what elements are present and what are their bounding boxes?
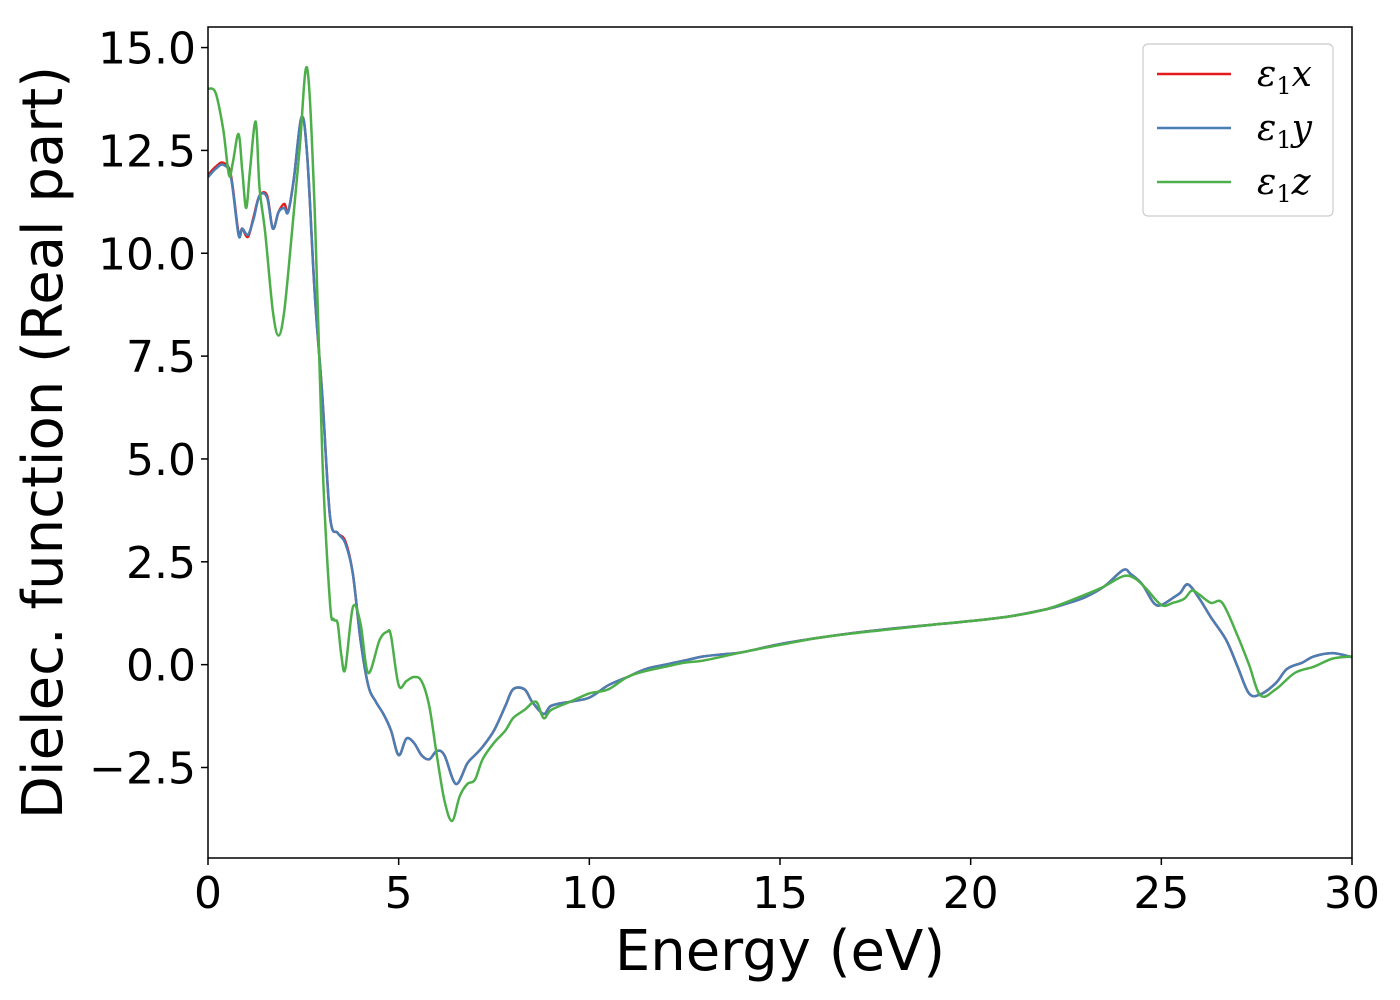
x-tick-label: 5 [385, 868, 413, 919]
legend-label-symbol: ε [1257, 162, 1276, 203]
y-tick-label: 12.5 [98, 126, 196, 177]
y-axis: −2.5 0.0 2.5 5.0 7.5 10.0 12.5 15.0 [89, 24, 208, 794]
legend-label: ε1z [1257, 162, 1312, 208]
y-tick-label: 5.0 [126, 435, 196, 486]
x-axis-title: Energy (eV) [615, 919, 945, 984]
y-tick-label: 0.0 [126, 641, 196, 692]
series-line-x [208, 115, 1352, 786]
legend-label-subscript: 1 [1276, 72, 1291, 100]
legend-item-x: ε1x [1157, 54, 1312, 100]
legend-label-symbol: ε [1257, 54, 1276, 95]
y-tick-label: −2.5 [89, 743, 196, 794]
plot-lines [208, 65, 1352, 823]
series-line-y [208, 115, 1352, 786]
x-tick-label: 15 [752, 868, 808, 919]
legend-box [1142, 43, 1334, 217]
legend-label: ε1x [1257, 54, 1312, 100]
legend-label-subscript: 1 [1276, 126, 1291, 154]
x-tick-label: 10 [561, 868, 617, 919]
y-axis-title: Dielec. function (Real part) [11, 66, 76, 819]
y-tick-label: 10.0 [98, 229, 196, 280]
x-tick-label: 20 [943, 868, 999, 919]
legend-label-component: z [1291, 162, 1312, 203]
y-tick-label: 7.5 [126, 332, 196, 383]
legend-label-subscript: 1 [1276, 180, 1291, 208]
legend-label: ε1y [1257, 108, 1313, 154]
series-line-z [208, 65, 1352, 823]
x-tick-label: 0 [194, 868, 222, 919]
legend-item-z: ε1z [1157, 162, 1312, 208]
x-tick-label: 25 [1133, 868, 1189, 919]
y-tick-label: 15.0 [98, 24, 196, 75]
legend-label-symbol: ε [1257, 108, 1276, 149]
legend-label-component: x [1292, 54, 1312, 95]
legend-item-y: ε1y [1157, 108, 1313, 154]
x-tick-label: 30 [1324, 868, 1380, 919]
legend-label-component: y [1290, 108, 1313, 149]
x-axis: 0 5 10 15 20 25 30 [194, 858, 1380, 919]
y-tick-label: 2.5 [126, 538, 196, 589]
